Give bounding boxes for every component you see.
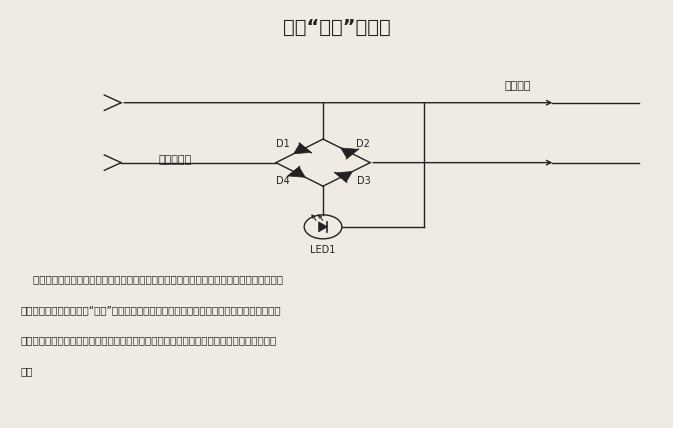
Text: D4: D4 — [276, 176, 289, 186]
Text: D2: D2 — [357, 140, 370, 149]
Text: 接至电话线: 接至电话线 — [158, 155, 192, 166]
Text: 话线中。由于本电路的功率由电话公司提供，因此可以为每台电话机附加一个钩键断开指示电: 话线中。由于本电路的功率由电话公司提供，因此可以为每台电话机附加一个钩键断开指示… — [20, 336, 277, 345]
Polygon shape — [335, 172, 353, 182]
Polygon shape — [293, 143, 311, 154]
Polygon shape — [341, 148, 358, 158]
Text: 单一线路上的所有电话的“占用”状态的电路，必须把它串联在这条线路上的全部电话机前的电: 单一线路上的所有电话的“占用”状态的电路，必须把它串联在这条线路上的全部电话机前… — [20, 305, 281, 315]
Text: 到电话机: 到电话机 — [505, 80, 532, 91]
Text: D1: D1 — [276, 140, 289, 149]
Text: D3: D3 — [357, 176, 370, 186]
Text: 电话“占用”指示器: 电话“占用”指示器 — [283, 18, 390, 37]
Text: 本电路起电话线路电流探测器的作用，它可串联在两根电话线的任何一条中。对于用来指示: 本电路起电话线路电流探测器的作用，它可串联在两根电话线的任何一条中。对于用来指示 — [20, 274, 283, 284]
Polygon shape — [319, 222, 327, 232]
Text: 路。: 路。 — [20, 366, 33, 376]
Polygon shape — [288, 167, 306, 177]
Text: LED1: LED1 — [310, 245, 336, 255]
